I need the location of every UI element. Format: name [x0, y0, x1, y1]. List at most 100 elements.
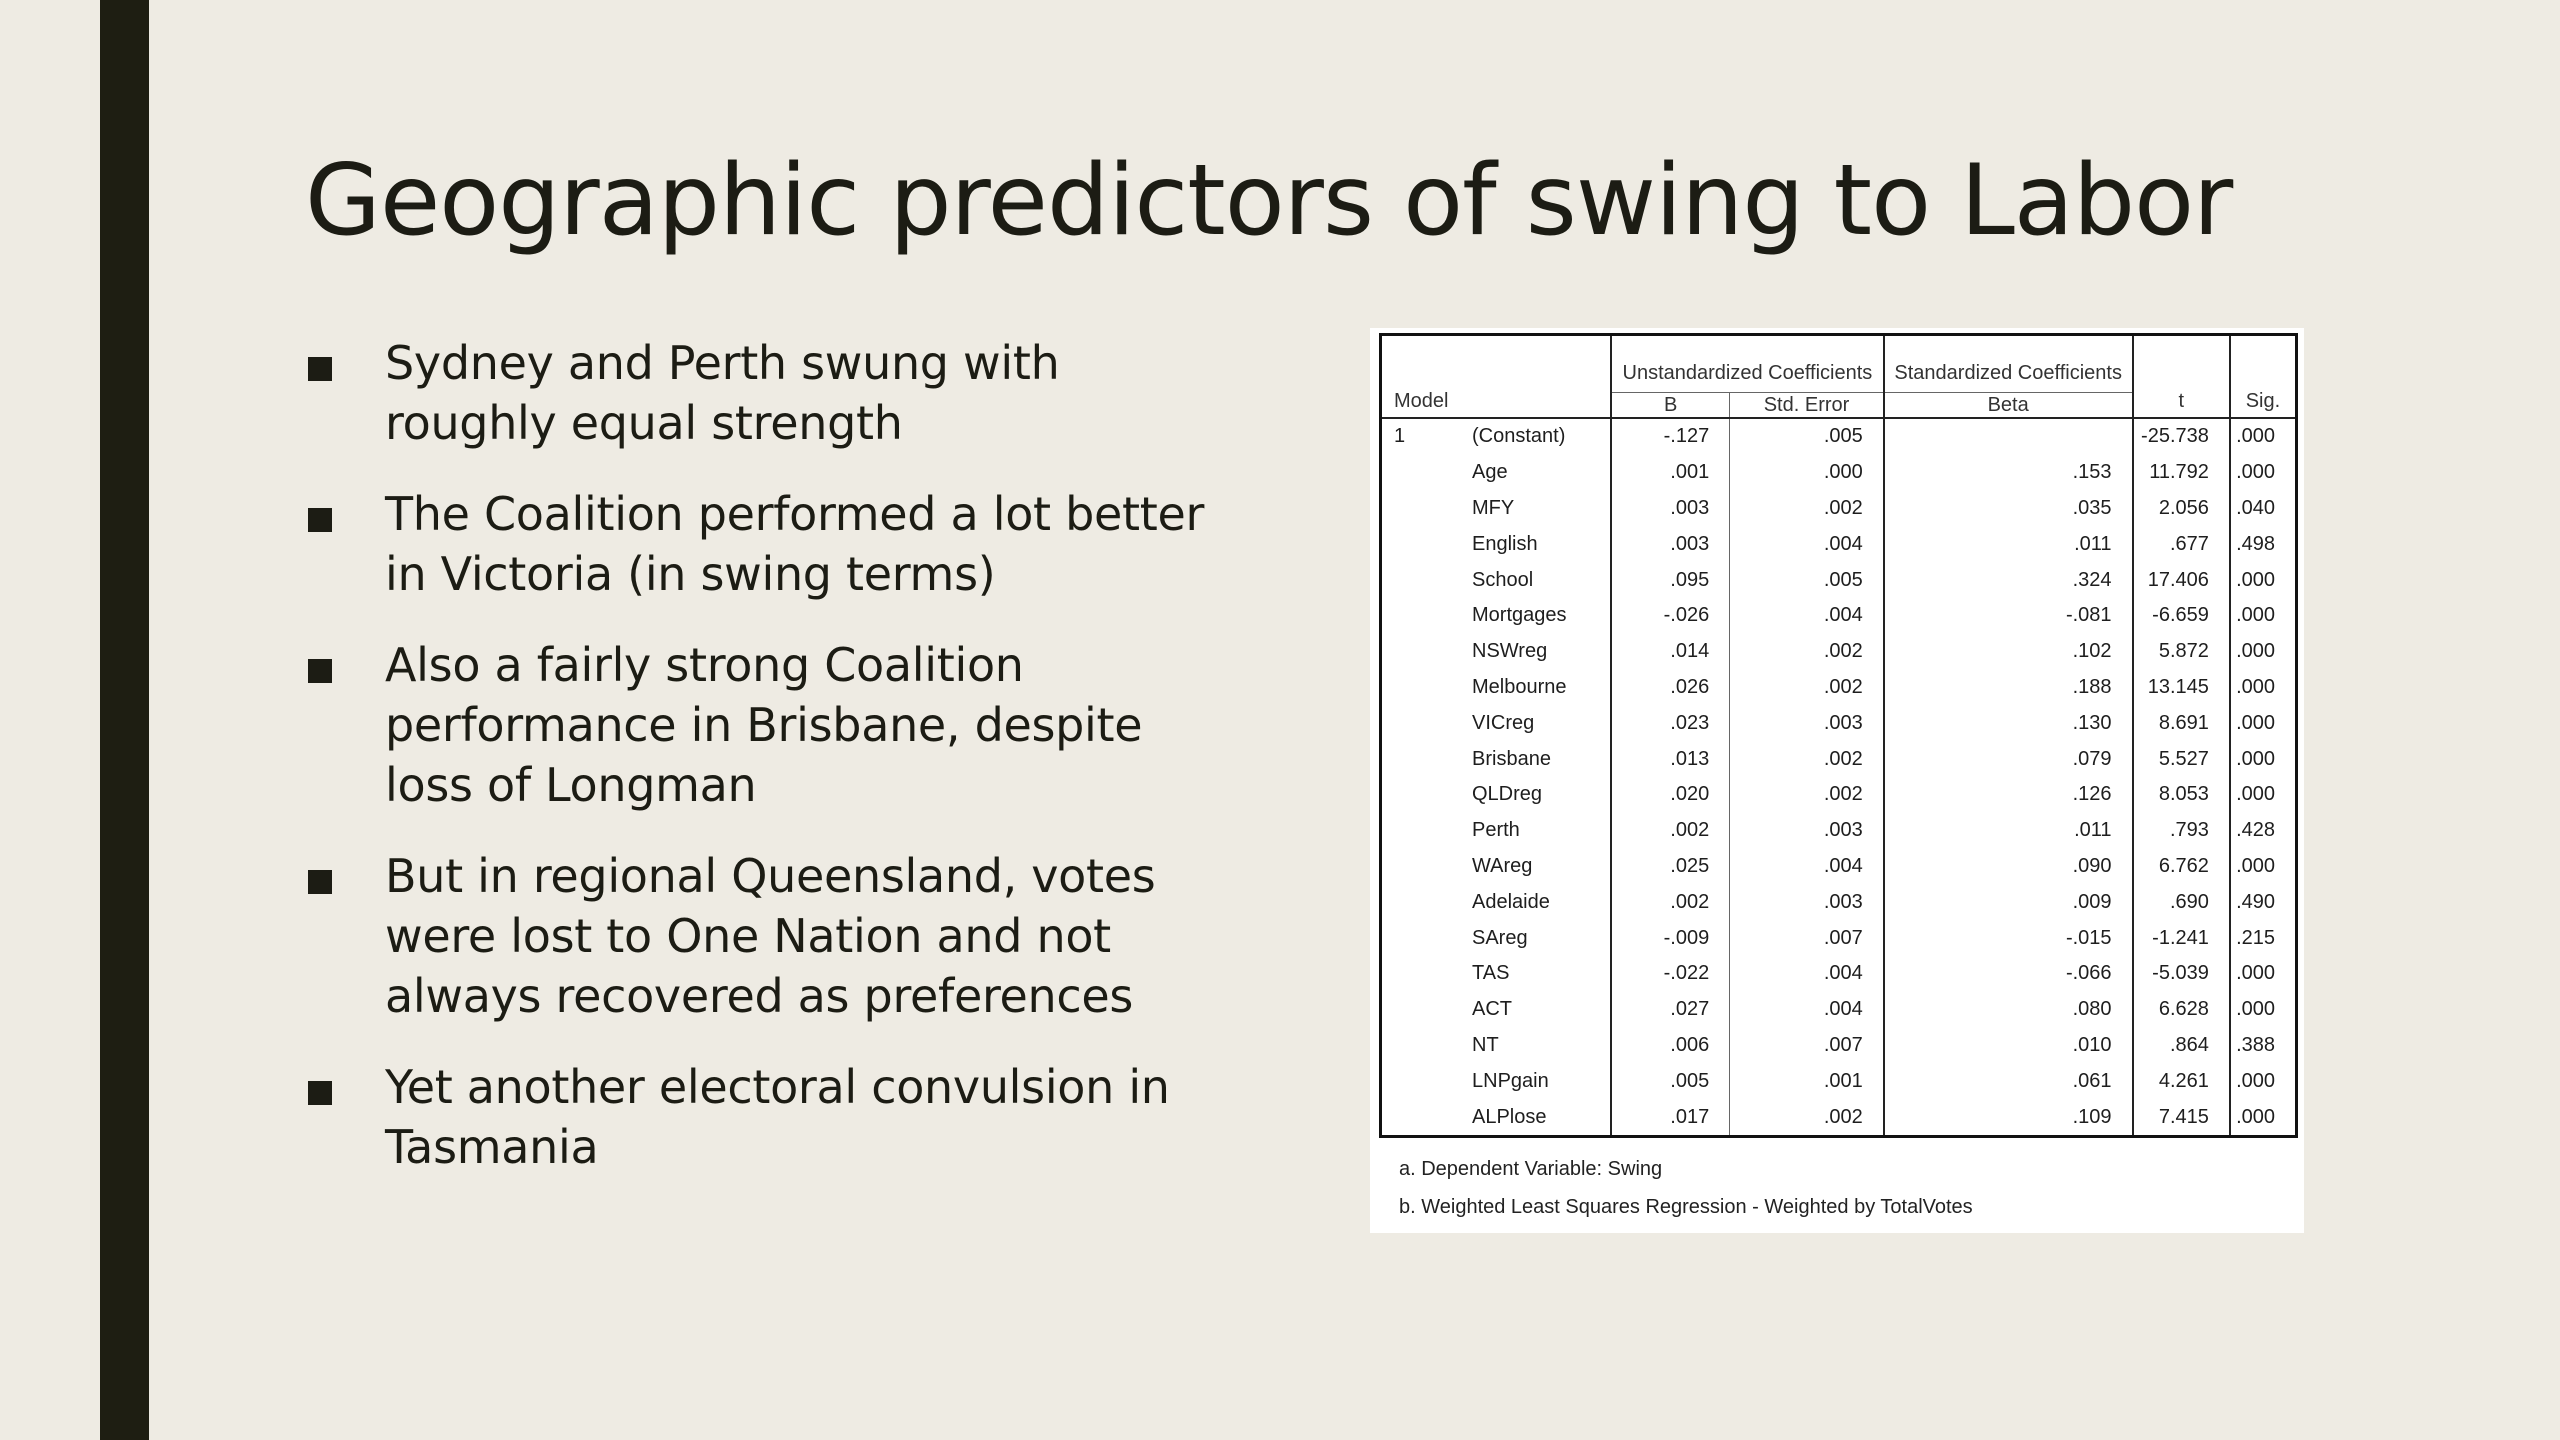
- sig-cell: .000: [2236, 998, 2275, 1021]
- model-number-cell: [1381, 956, 1473, 992]
- table-row: LNPgain .005.001.061 4.261.000: [1381, 1063, 2297, 1100]
- sig-cell: .000: [2236, 568, 2275, 591]
- model-number-cell: [1381, 777, 1473, 813]
- model-number-cell: [1381, 526, 1473, 562]
- model-number-cell: [1381, 1028, 1473, 1064]
- table-row: NT .006.007.010.864.388: [1381, 1027, 2297, 1064]
- model-number-cell: [1381, 705, 1473, 741]
- sig-cell: .428: [2236, 819, 2275, 842]
- beta-cell: .009: [1883, 884, 2134, 921]
- b-cell: .001: [1611, 454, 1731, 491]
- model-number-cell: [1381, 455, 1473, 491]
- t-cell: 17.406: [2132, 562, 2231, 598]
- std-error-cell: .002: [1729, 776, 1885, 813]
- sig-cell: .000: [2236, 461, 2275, 484]
- b-cell: -.022: [1611, 955, 1731, 992]
- table-row: ACT .027.004.080 6.628.000: [1381, 991, 2297, 1028]
- std-error-cell: .001: [1729, 1063, 1885, 1100]
- variable-name-cell: School: [1472, 562, 1612, 598]
- sig-cell: .000: [2236, 962, 2275, 985]
- b-cell: .095: [1611, 562, 1731, 598]
- b-cell: .003: [1611, 490, 1731, 527]
- t-cell: 5.872: [2132, 633, 2231, 670]
- variable-name-cell: QLDreg: [1472, 776, 1612, 813]
- coefficients-table-panel: Model Unstandardized Coefficients Standa…: [1370, 328, 2304, 1233]
- footnote-weighting: b. Weighted Least Squares Regression - W…: [1399, 1196, 1973, 1218]
- b-cell: -.009: [1611, 920, 1731, 956]
- b-cell: .026: [1611, 669, 1731, 706]
- bullet-item: The Coalition performed a lot better in …: [305, 484, 1235, 604]
- square-bullet-icon: [308, 1081, 332, 1105]
- b-cell: .023: [1611, 705, 1731, 742]
- table-row: Mortgages -.026.004 -.081 -6.659.000: [1381, 597, 2297, 634]
- b-cell: .002: [1611, 812, 1731, 849]
- b-cell: .027: [1611, 991, 1731, 1028]
- model-header: Model: [1380, 334, 1612, 419]
- variable-name-cell: VICreg: [1472, 705, 1612, 742]
- variable-name-cell: LNPgain: [1472, 1063, 1612, 1100]
- model-number-cell: [1381, 491, 1473, 527]
- bullet-text: Yet another electoral convulsion in Tasm…: [385, 1060, 1170, 1174]
- beta-cell: .090: [1883, 848, 2134, 885]
- t-cell: .690: [2132, 884, 2231, 921]
- variable-name-cell: Adelaide: [1472, 884, 1612, 921]
- t-cell: .677: [2132, 526, 2231, 563]
- variable-name-cell: Melbourne: [1472, 669, 1612, 706]
- sig-cell: .000: [2236, 747, 2275, 770]
- sig-cell: .490: [2236, 890, 2275, 913]
- variable-name-cell: MFY: [1472, 490, 1612, 527]
- sig-cell: .388: [2236, 1033, 2275, 1056]
- t-cell: 4.261: [2132, 1063, 2231, 1100]
- b-cell: .025: [1611, 848, 1731, 885]
- beta-cell: .011: [1883, 812, 2134, 849]
- beta-cell: .130: [1883, 705, 2134, 742]
- model-number-cell: 1: [1394, 425, 1406, 448]
- std-error-cell: .002: [1729, 633, 1885, 670]
- model-number-cell: [1381, 884, 1473, 920]
- beta-cell: .079: [1883, 741, 2134, 777]
- t-cell: -1.241: [2132, 920, 2231, 956]
- table-row: Adelaide .002.003.009.690.490: [1381, 884, 2297, 921]
- bullet-item: Yet another electoral convulsion in Tasm…: [305, 1057, 1235, 1177]
- t-cell: 13.145: [2132, 669, 2231, 706]
- model-number-cell: [1381, 670, 1473, 706]
- table-row: Perth .002.003.011.793.428: [1381, 812, 2297, 849]
- variable-name-cell: NSWreg: [1472, 633, 1612, 670]
- b-cell: .014: [1611, 633, 1731, 670]
- variable-name-cell: Age: [1472, 454, 1612, 491]
- variable-name-cell: ACT: [1472, 991, 1612, 1028]
- std-error-cell: .003: [1729, 812, 1885, 849]
- table-row: SAreg -.009.007 -.015 -1.241.215: [1381, 920, 2297, 956]
- bullet-list: Sydney and Perth swung with roughly equa…: [305, 333, 1235, 1208]
- bullet-text: The Coalition performed a lot better in …: [385, 487, 1205, 601]
- t-header: t: [2132, 334, 2231, 419]
- std-error-cell: .005: [1729, 418, 1885, 455]
- sig-cell: .000: [2236, 1069, 2275, 1092]
- model-number-cell: [1381, 598, 1473, 634]
- b-cell: .003: [1611, 526, 1731, 563]
- std-error-cell: .007: [1729, 1027, 1885, 1064]
- table-row: Melbourne .026.002.188 13.145.000: [1381, 669, 2297, 706]
- table-row: 1 (Constant) -.127.005 -25.738.000: [1381, 418, 2297, 455]
- b-cell: .005: [1611, 1063, 1731, 1100]
- sig-cell: .000: [2236, 854, 2275, 877]
- t-cell: 5.527: [2132, 741, 2231, 777]
- model-number-cell: [1381, 1063, 1473, 1099]
- beta-header: Beta: [1883, 392, 2134, 419]
- variable-name-cell: TAS: [1472, 955, 1612, 992]
- t-cell: -6.659: [2132, 597, 2231, 634]
- variable-name-cell: WAreg: [1472, 848, 1612, 885]
- variable-name-cell: Mortgages: [1472, 597, 1612, 634]
- std-error-cell: .004: [1729, 955, 1885, 992]
- t-cell: .793: [2132, 812, 2231, 849]
- b-cell: .013: [1611, 741, 1731, 777]
- variable-name-cell: NT: [1472, 1027, 1612, 1064]
- variable-name-cell: (Constant): [1472, 418, 1612, 455]
- square-bullet-icon: [308, 870, 332, 894]
- table-row: VICreg .023.003.130 8.691.000: [1381, 705, 2297, 742]
- b-cell: .002: [1611, 884, 1731, 921]
- bullet-text: But in regional Queensland, votes were l…: [385, 849, 1156, 1023]
- variable-name-cell: ALPlose: [1472, 1099, 1612, 1137]
- variable-name-cell: Perth: [1472, 812, 1612, 849]
- t-cell: 2.056: [2132, 490, 2231, 527]
